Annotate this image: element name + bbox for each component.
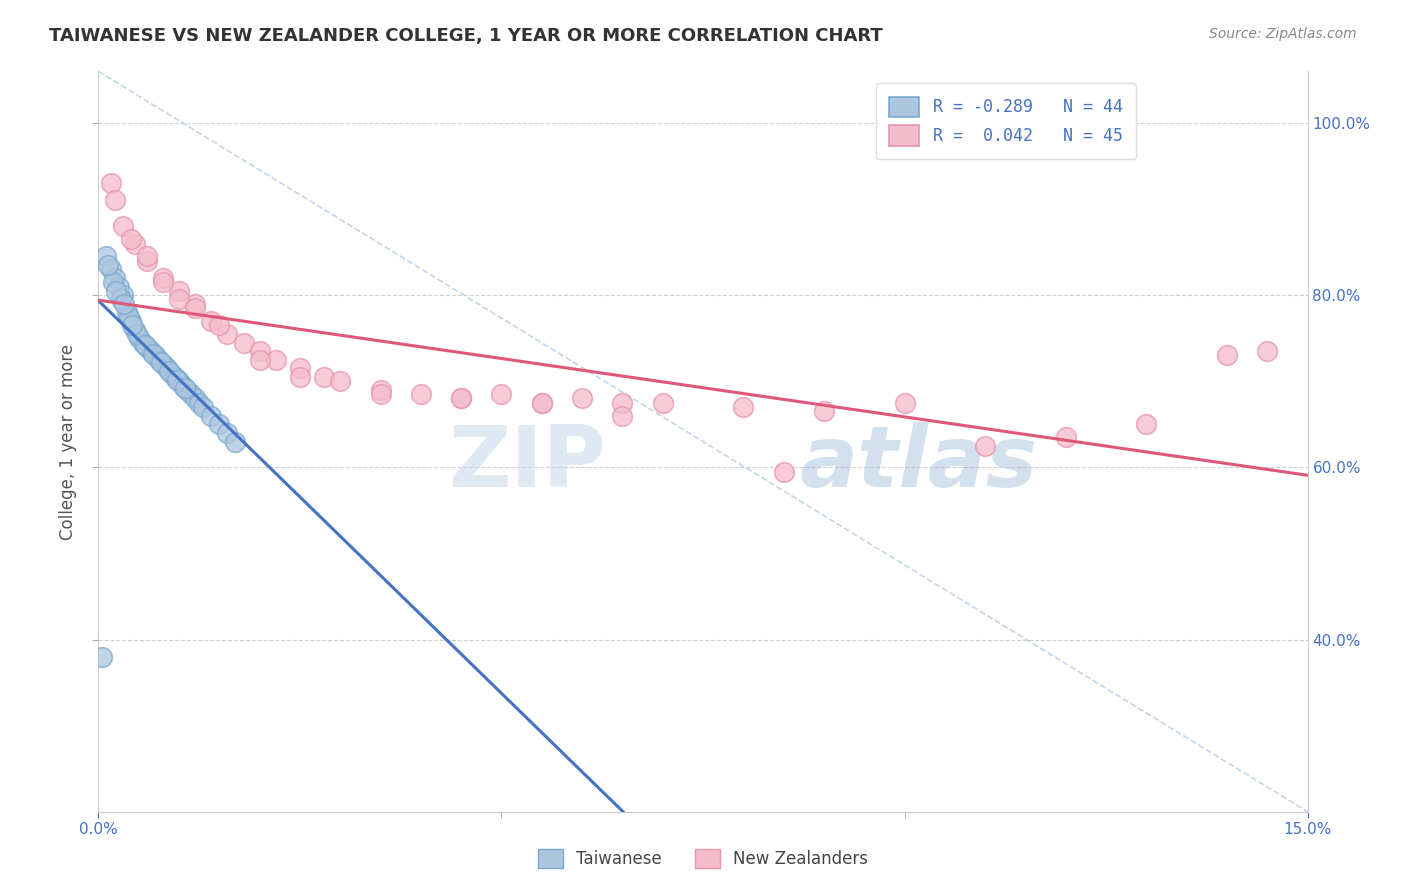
Point (152, 271, 174, 285)
Text: TAIWANESE VS NEW ZEALANDER COLLEGE, 1 YEAR OR MORE CORRELATION CHART: TAIWANESE VS NEW ZEALANDER COLLEGE, 1 YE… (49, 27, 883, 45)
Point (120, 314, 142, 328)
Point (409, 387, 432, 401)
Point (105, 284, 128, 298)
Point (232, 335, 254, 350)
Point (329, 374, 352, 388)
Point (530, 396, 553, 410)
Point (100, 262, 122, 277)
Point (224, 434, 246, 449)
Y-axis label: College, 1 year or more: College, 1 year or more (59, 343, 77, 540)
Point (249, 352, 271, 367)
Point (139, 344, 162, 359)
Point (200, 409, 222, 423)
Point (370, 383, 392, 397)
Point (111, 219, 134, 234)
Point (450, 392, 472, 406)
Point (101, 275, 124, 289)
Point (733, 400, 755, 414)
Point (111, 288, 134, 302)
Point (208, 417, 231, 432)
Point (142, 347, 165, 361)
Point (530, 396, 553, 410)
Point (103, 194, 125, 208)
Point (217, 425, 239, 440)
Point (135, 253, 157, 268)
Point (188, 396, 211, 410)
Point (167, 284, 190, 298)
Point (100, 176, 122, 190)
Point (612, 409, 634, 423)
Point (200, 314, 222, 328)
Point (813, 404, 835, 418)
Point (217, 326, 239, 341)
Point (96, 250, 118, 264)
Text: atlas: atlas (800, 422, 1038, 505)
Point (143, 348, 166, 362)
Point (172, 378, 194, 392)
Point (264, 352, 287, 367)
Legend: Taiwanese, New Zealanders: Taiwanese, New Zealanders (531, 843, 875, 875)
Point (288, 361, 311, 376)
Point (132, 335, 155, 350)
Point (184, 297, 207, 311)
Point (110, 293, 132, 307)
Point (121, 318, 143, 333)
Point (134, 338, 156, 352)
Point (115, 305, 138, 319)
Point (249, 344, 271, 359)
Point (193, 400, 215, 414)
Point (571, 392, 593, 406)
Point (612, 396, 634, 410)
Point (160, 366, 183, 380)
Point (103, 271, 125, 285)
Point (893, 396, 915, 410)
Point (208, 318, 231, 333)
Point (491, 387, 513, 401)
Point (1135, 417, 1157, 432)
Point (124, 323, 146, 337)
Point (288, 370, 311, 384)
Point (174, 381, 197, 395)
Point (167, 293, 190, 307)
Point (1216, 348, 1239, 362)
Point (184, 301, 207, 315)
Point (107, 279, 129, 293)
Point (120, 232, 142, 246)
Text: Source: ZipAtlas.com: Source: ZipAtlas.com (1209, 27, 1357, 41)
Point (450, 392, 472, 406)
Point (180, 387, 202, 401)
Point (163, 370, 186, 384)
Point (314, 370, 336, 384)
Point (118, 310, 141, 324)
Point (135, 340, 157, 354)
Point (91, 649, 114, 664)
Point (152, 275, 174, 289)
Point (97, 258, 120, 272)
Point (124, 236, 146, 251)
Point (127, 326, 149, 341)
Point (128, 331, 150, 345)
Point (651, 396, 673, 410)
Point (156, 361, 179, 376)
Point (148, 352, 170, 367)
Point (112, 297, 135, 311)
Text: ZIP: ZIP (449, 422, 606, 505)
Point (176, 383, 198, 397)
Point (370, 387, 392, 401)
Point (184, 392, 207, 406)
Point (166, 373, 188, 387)
Point (1054, 430, 1077, 444)
Point (152, 357, 174, 371)
Point (157, 364, 180, 378)
Point (167, 374, 190, 388)
Point (974, 439, 997, 453)
Point (1256, 344, 1278, 359)
Point (150, 355, 173, 369)
Legend: R = -0.289   N = 44, R =  0.042   N = 45: R = -0.289 N = 44, R = 0.042 N = 45 (876, 83, 1136, 159)
Point (772, 465, 794, 479)
Point (135, 250, 157, 264)
